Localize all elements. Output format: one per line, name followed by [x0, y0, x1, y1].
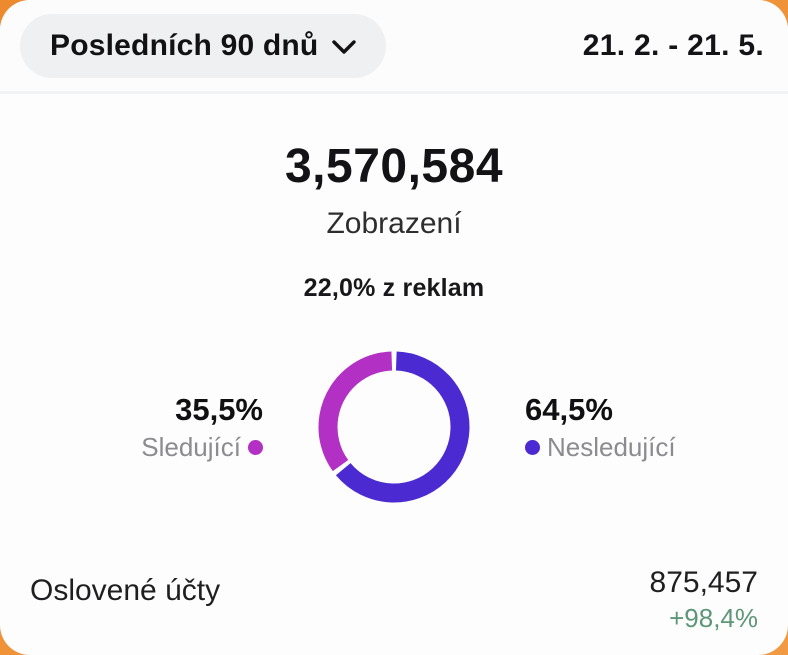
legend-followers: 35,5% Sledující [73, 393, 263, 461]
ads-share: 22,0% z reklam [303, 274, 485, 302]
views-value: 3,570,584 [284, 140, 504, 193]
nonfollowers-label: Nesledující [547, 432, 676, 462]
nonfollowers-dot-icon [525, 439, 540, 455]
reach-metrics: 875,457 +98,4% [650, 566, 758, 632]
reach-value: 875,457 [649, 566, 758, 599]
chevron-down-icon [332, 40, 357, 54]
insights-header: Posledních 90 dnů 21. 2. - 21. 5. [0, 0, 788, 94]
date-range: 21. 2. - 21. 5. [582, 28, 764, 62]
time-range-label: Posledních 90 dnů [50, 28, 319, 62]
views-donut-chart [318, 351, 470, 503]
time-range-selector[interactable]: Posledních 90 dnů [20, 13, 387, 78]
followers-percentage: 35,5% [175, 392, 263, 427]
followers-breakdown: 35,5% Sledující 64,5% Nesledující [0, 342, 788, 512]
followers-label: Sledující [141, 432, 241, 462]
views-label: Zobrazení [326, 207, 462, 240]
followers-dot-icon [248, 439, 263, 455]
views-metric: 3,570,584 Zobrazení 22,0% z reklam [0, 142, 788, 303]
reach-row[interactable]: Oslovené účty 875,457 +98,4% [0, 566, 788, 632]
followers-legend-row: Sledující [73, 433, 263, 461]
nonfollowers-legend-row: Nesledující [525, 433, 715, 461]
nonfollowers-percentage: 64,5% [525, 392, 613, 427]
legend-nonfollowers: 64,5% Nesledující [525, 393, 715, 461]
reach-label: Oslovené účty [30, 574, 221, 607]
reach-delta: +98,4% [669, 603, 758, 633]
